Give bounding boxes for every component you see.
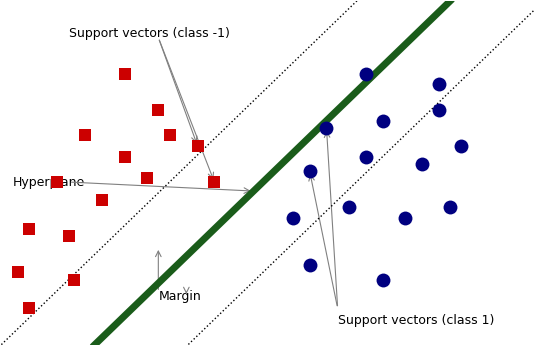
- Point: [362, 71, 370, 76]
- Point: [306, 169, 314, 174]
- Text: Support vectors (class 1): Support vectors (class 1): [338, 313, 494, 327]
- Point: [121, 71, 129, 76]
- Point: [14, 270, 23, 275]
- Point: [362, 154, 370, 160]
- Point: [445, 204, 454, 210]
- Point: [434, 107, 443, 112]
- Point: [344, 204, 353, 210]
- Text: Margin: Margin: [158, 290, 201, 303]
- Point: [121, 154, 129, 160]
- Point: [417, 161, 426, 167]
- Point: [378, 118, 387, 124]
- Point: [65, 234, 73, 239]
- Point: [81, 132, 90, 138]
- Point: [193, 143, 202, 149]
- Point: [457, 143, 465, 149]
- Point: [70, 277, 79, 282]
- Point: [143, 176, 151, 181]
- Point: [25, 306, 34, 311]
- Point: [154, 107, 162, 112]
- Point: [25, 226, 34, 232]
- Text: Hyperplane: Hyperplane: [12, 175, 85, 189]
- Point: [98, 197, 107, 203]
- Point: [210, 179, 218, 185]
- Point: [434, 82, 443, 87]
- Text: Support vectors (class -1): Support vectors (class -1): [69, 27, 230, 40]
- Point: [53, 179, 62, 185]
- Point: [378, 277, 387, 282]
- Point: [165, 132, 174, 138]
- Point: [401, 216, 409, 221]
- Point: [306, 262, 314, 268]
- Point: [288, 216, 297, 221]
- Point: [322, 125, 331, 130]
